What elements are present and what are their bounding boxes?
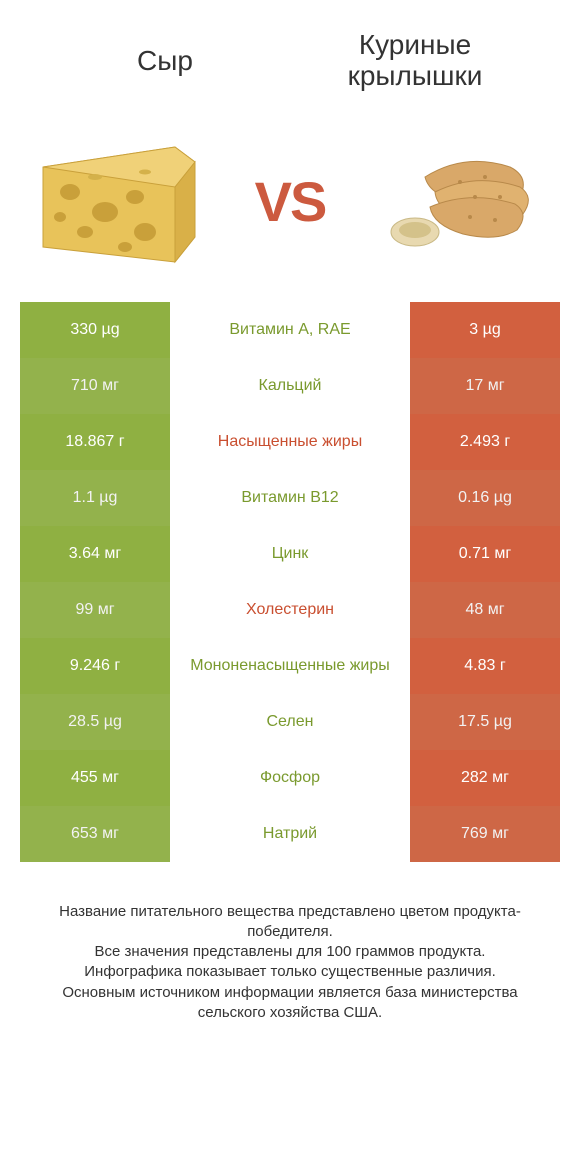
value-right: 4.83 г (410, 638, 560, 694)
table-row: 455 мгФосфор282 мг (20, 750, 560, 806)
value-right: 17.5 µg (410, 694, 560, 750)
value-right: 282 мг (410, 750, 560, 806)
value-left: 18.867 г (20, 414, 170, 470)
value-left: 9.246 г (20, 638, 170, 694)
header: Сыр Куриные крылышки (0, 0, 580, 112)
nutrient-label: Витамин B12 (170, 470, 410, 526)
vs-row: VS (0, 112, 580, 302)
value-right: 17 мг (410, 358, 560, 414)
value-left: 1.1 µg (20, 470, 170, 526)
value-right: 2.493 г (410, 414, 560, 470)
table-row: 1.1 µgВитамин B120.16 µg (20, 470, 560, 526)
table-row: 710 мгКальций17 мг (20, 358, 560, 414)
value-right: 769 мг (410, 806, 560, 862)
title-right: Куриные крылышки (290, 30, 540, 92)
nutrient-label: Холестерин (170, 582, 410, 638)
footer-line: Основным источником информации является … (30, 983, 550, 1024)
nutrient-label: Витамин A, RAE (170, 302, 410, 358)
nutrient-label: Селен (170, 694, 410, 750)
footer-line: Название питательного вещества представл… (30, 902, 550, 943)
cheese-image (30, 132, 210, 272)
table-row: 18.867 гНасыщенные жиры2.493 г (20, 414, 560, 470)
table-row: 330 µgВитамин A, RAE3 µg (20, 302, 560, 358)
value-right: 3 µg (410, 302, 560, 358)
footer-notes: Название питательного вещества представл… (0, 862, 580, 1044)
footer-line: Инфографика показывает только существенн… (30, 962, 550, 982)
value-left: 653 мг (20, 806, 170, 862)
value-left: 3.64 мг (20, 526, 170, 582)
chicken-wings-image (370, 132, 550, 272)
value-right: 0.71 мг (410, 526, 560, 582)
value-left: 710 мг (20, 358, 170, 414)
nutrient-label: Кальций (170, 358, 410, 414)
nutrient-label: Натрий (170, 806, 410, 862)
value-left: 28.5 µg (20, 694, 170, 750)
value-right: 48 мг (410, 582, 560, 638)
value-left: 330 µg (20, 302, 170, 358)
nutrient-label: Мононенасыщенные жиры (170, 638, 410, 694)
vs-label: VS (255, 169, 326, 234)
title-left: Сыр (40, 45, 290, 77)
value-right: 0.16 µg (410, 470, 560, 526)
comparison-table: 330 µgВитамин A, RAE3 µg710 мгКальций17 … (20, 302, 560, 862)
nutrient-label: Цинк (170, 526, 410, 582)
table-row: 653 мгНатрий769 мг (20, 806, 560, 862)
nutrient-label: Насыщенные жиры (170, 414, 410, 470)
nutrient-label: Фосфор (170, 750, 410, 806)
value-left: 99 мг (20, 582, 170, 638)
table-row: 3.64 мгЦинк0.71 мг (20, 526, 560, 582)
table-row: 9.246 гМононенасыщенные жиры4.83 г (20, 638, 560, 694)
footer-line: Все значения представлены для 100 граммо… (30, 942, 550, 962)
table-row: 28.5 µgСелен17.5 µg (20, 694, 560, 750)
table-row: 99 мгХолестерин48 мг (20, 582, 560, 638)
value-left: 455 мг (20, 750, 170, 806)
